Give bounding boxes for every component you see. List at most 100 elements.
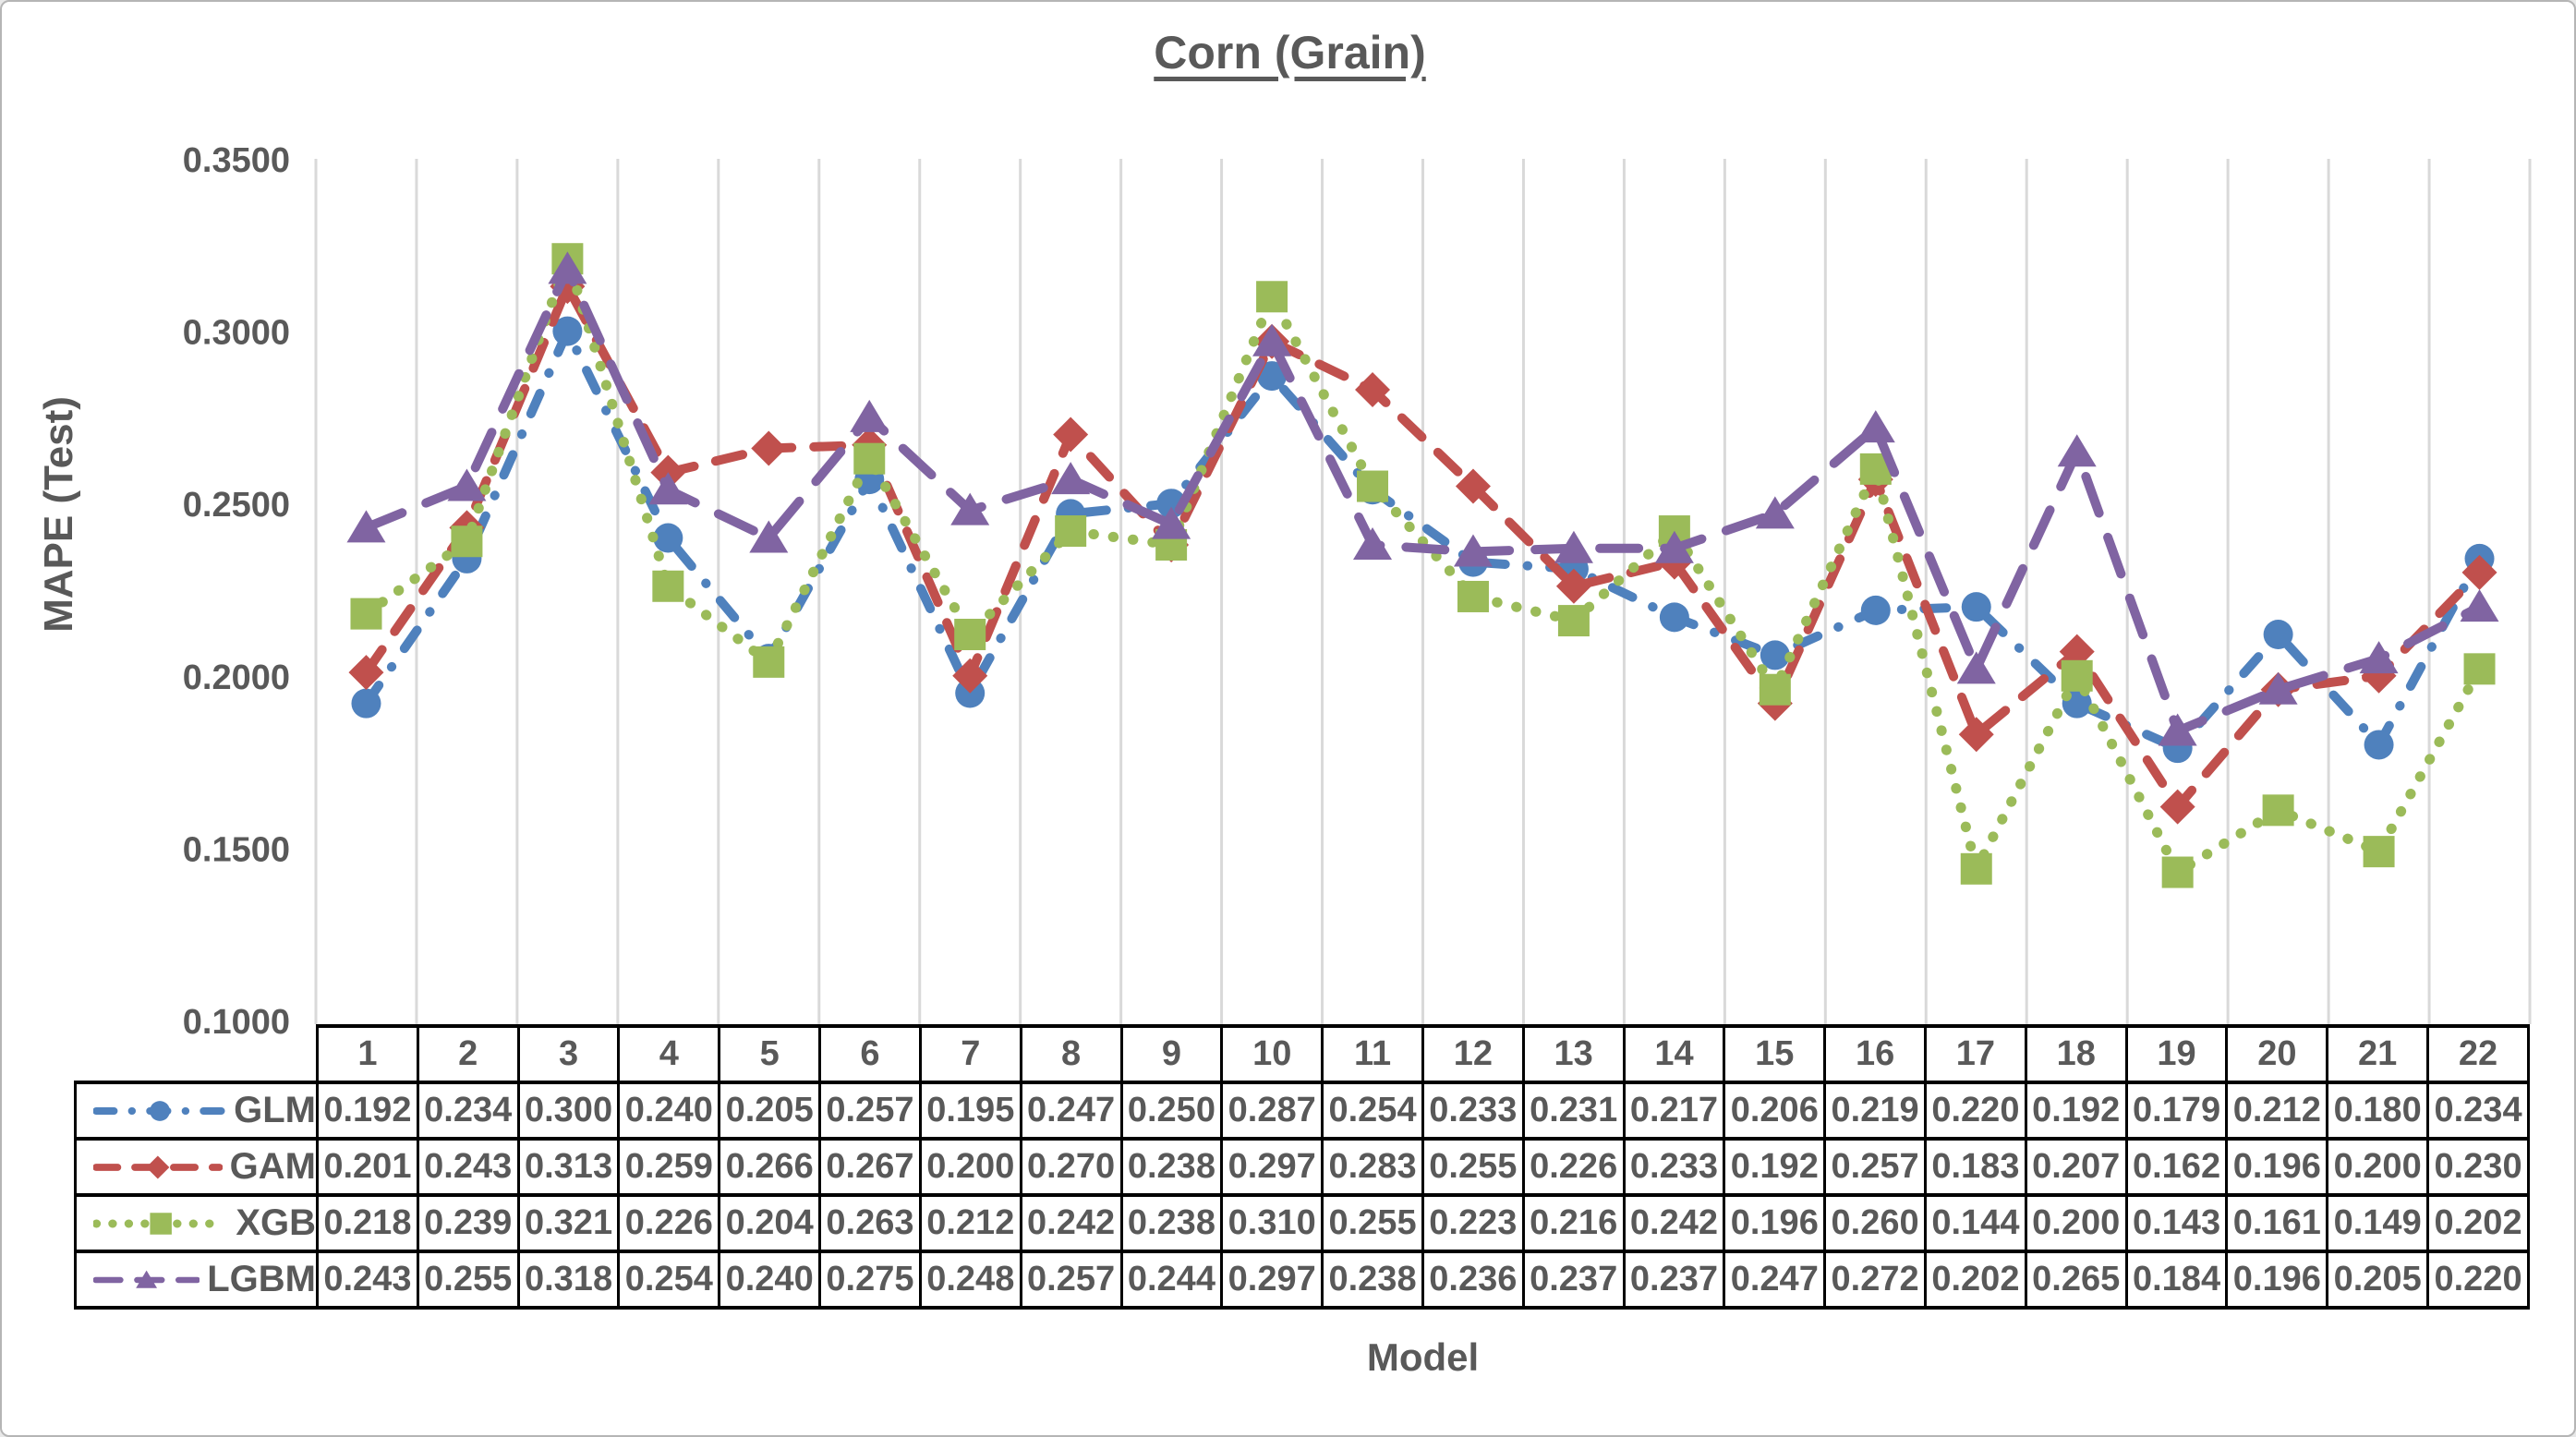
triangle-marker [1654, 530, 1694, 563]
square-marker [2363, 836, 2395, 868]
triangle-marker [447, 468, 487, 501]
value-cell: 0.207 [2024, 1137, 2128, 1197]
value-cell: 0.212 [918, 1193, 1022, 1253]
value-cell: 0.250 [1119, 1081, 1224, 1141]
value-cell: 0.201 [316, 1137, 419, 1197]
value-cell: 0.255 [1421, 1137, 1525, 1197]
value-cell: 0.161 [2225, 1193, 2329, 1253]
diamond-marker [952, 658, 988, 694]
table-corner-cell [76, 1026, 318, 1082]
model-number-header: 19 [2124, 1024, 2229, 1084]
table-row-xgb: XGB 0.218 0.239 0.321 0.226 0.204 0.263 0.212 0.… [74, 1193, 2530, 1253]
value-cell: 0.192 [316, 1081, 419, 1141]
value-cell: 0.259 [617, 1137, 721, 1197]
square-marker [150, 1212, 172, 1235]
value-cell: 0.183 [1924, 1137, 2027, 1197]
data-table-grid: 1 2 3 4 5 6 7 8 9 10 11 12 13 14 15 16 17 18 19 20 21 22 GLM 0.… [74, 1024, 2530, 1310]
value-cell: 0.236 [1421, 1250, 1525, 1310]
value-cell: 0.204 [718, 1193, 822, 1253]
value-cell: 0.267 [818, 1137, 922, 1197]
chart-title: Corn (Grain) [1154, 27, 1426, 78]
value-cell: 0.270 [1019, 1137, 1123, 1197]
triangle-marker [850, 399, 889, 432]
value-cell: 0.230 [2426, 1137, 2530, 1197]
diamond-marker [2159, 789, 2195, 825]
value-cell: 0.257 [1019, 1250, 1123, 1310]
circle-marker [1659, 602, 1689, 633]
series-lgbm [346, 251, 2499, 746]
table-row-lgbm: LGBM 0.243 0.255 0.318 0.254 0.240 0.275 0.248 0… [74, 1250, 2530, 1310]
legend-label: GLM [234, 1090, 316, 1130]
value-cell: 0.226 [1521, 1137, 1626, 1197]
y-axis-tick-labels: 0.3500 0.3000 0.2500 0.2000 0.1500 0.1000 [183, 141, 290, 1042]
y-tick-label: 0.1500 [183, 830, 290, 869]
value-cell: 0.243 [316, 1250, 419, 1310]
gam-line [361, 282, 2485, 812]
value-cell: 0.237 [1622, 1250, 1726, 1310]
value-cell: 0.226 [617, 1193, 721, 1253]
diamond-marker [1555, 568, 1591, 604]
value-cell: 0.200 [2326, 1137, 2430, 1197]
legend-label: LGBM [207, 1259, 316, 1299]
value-cell: 0.217 [1622, 1081, 1726, 1141]
circle-marker [1760, 640, 1790, 670]
model-number-header: 1 [316, 1024, 419, 1084]
value-cell: 0.234 [2426, 1081, 2530, 1141]
square-marker [954, 619, 986, 651]
value-cell: 0.216 [1521, 1193, 1626, 1253]
model-number-header: 10 [1220, 1024, 1324, 1084]
square-marker [1960, 852, 1992, 885]
value-cell: 0.254 [617, 1250, 721, 1310]
value-cell: 0.242 [1622, 1193, 1726, 1253]
y-tick-label: 0.2500 [183, 486, 290, 525]
value-cell: 0.202 [2426, 1193, 2530, 1253]
legend-inner: XGB [79, 1199, 315, 1248]
value-cell: 0.149 [2326, 1193, 2430, 1253]
circle-marker [150, 1100, 170, 1121]
value-cell: 0.233 [1421, 1081, 1525, 1141]
value-cell: 0.244 [1119, 1250, 1224, 1310]
value-cell: 0.275 [818, 1250, 922, 1310]
triangle-marker [1956, 651, 1996, 684]
circle-marker [2263, 620, 2293, 650]
value-cell: 0.196 [2225, 1250, 2329, 1310]
value-cell: 0.223 [1421, 1193, 1525, 1253]
triangle-marker [548, 251, 587, 284]
value-cell: 0.239 [416, 1193, 520, 1253]
legend-item-glm: GLM [74, 1081, 319, 1141]
diamond-marker [2461, 554, 2497, 590]
square-marker [1457, 580, 1489, 612]
value-cell: 0.196 [2225, 1137, 2329, 1197]
model-number-header: 14 [1622, 1024, 1726, 1084]
value-cell: 0.283 [1321, 1137, 1424, 1197]
circle-marker [653, 523, 683, 553]
square-marker [753, 646, 785, 678]
diamond-marker [348, 655, 384, 691]
triangle-marker [1856, 410, 1895, 443]
value-cell: 0.240 [718, 1250, 822, 1310]
value-cell: 0.240 [617, 1081, 721, 1141]
value-cell: 0.220 [1924, 1081, 2027, 1141]
triangle-marker [2158, 713, 2197, 746]
y-tick-label: 0.3000 [183, 314, 290, 353]
triangle-marker [648, 472, 688, 505]
model-number-header: 3 [516, 1024, 621, 1084]
model-number-header: 13 [1521, 1024, 1626, 1084]
value-cell: 0.247 [1019, 1081, 1123, 1141]
square-marker [2061, 659, 2093, 692]
value-cell: 0.238 [1321, 1250, 1424, 1310]
square-marker [350, 598, 382, 630]
value-cell: 0.248 [918, 1250, 1022, 1310]
value-cell: 0.196 [1723, 1193, 1827, 1253]
diamond-marker [1053, 417, 1089, 453]
value-cell: 0.254 [1321, 1081, 1424, 1141]
model-number-header: 11 [1321, 1024, 1424, 1084]
xgb-legend-swatch [93, 1212, 229, 1235]
value-cell: 0.260 [1823, 1193, 1927, 1253]
model-number-header: 6 [818, 1024, 922, 1084]
value-cell: 0.257 [818, 1081, 922, 1141]
triangle-marker [1554, 530, 1593, 563]
circle-marker [351, 688, 381, 718]
value-cell: 0.200 [918, 1137, 1022, 1197]
